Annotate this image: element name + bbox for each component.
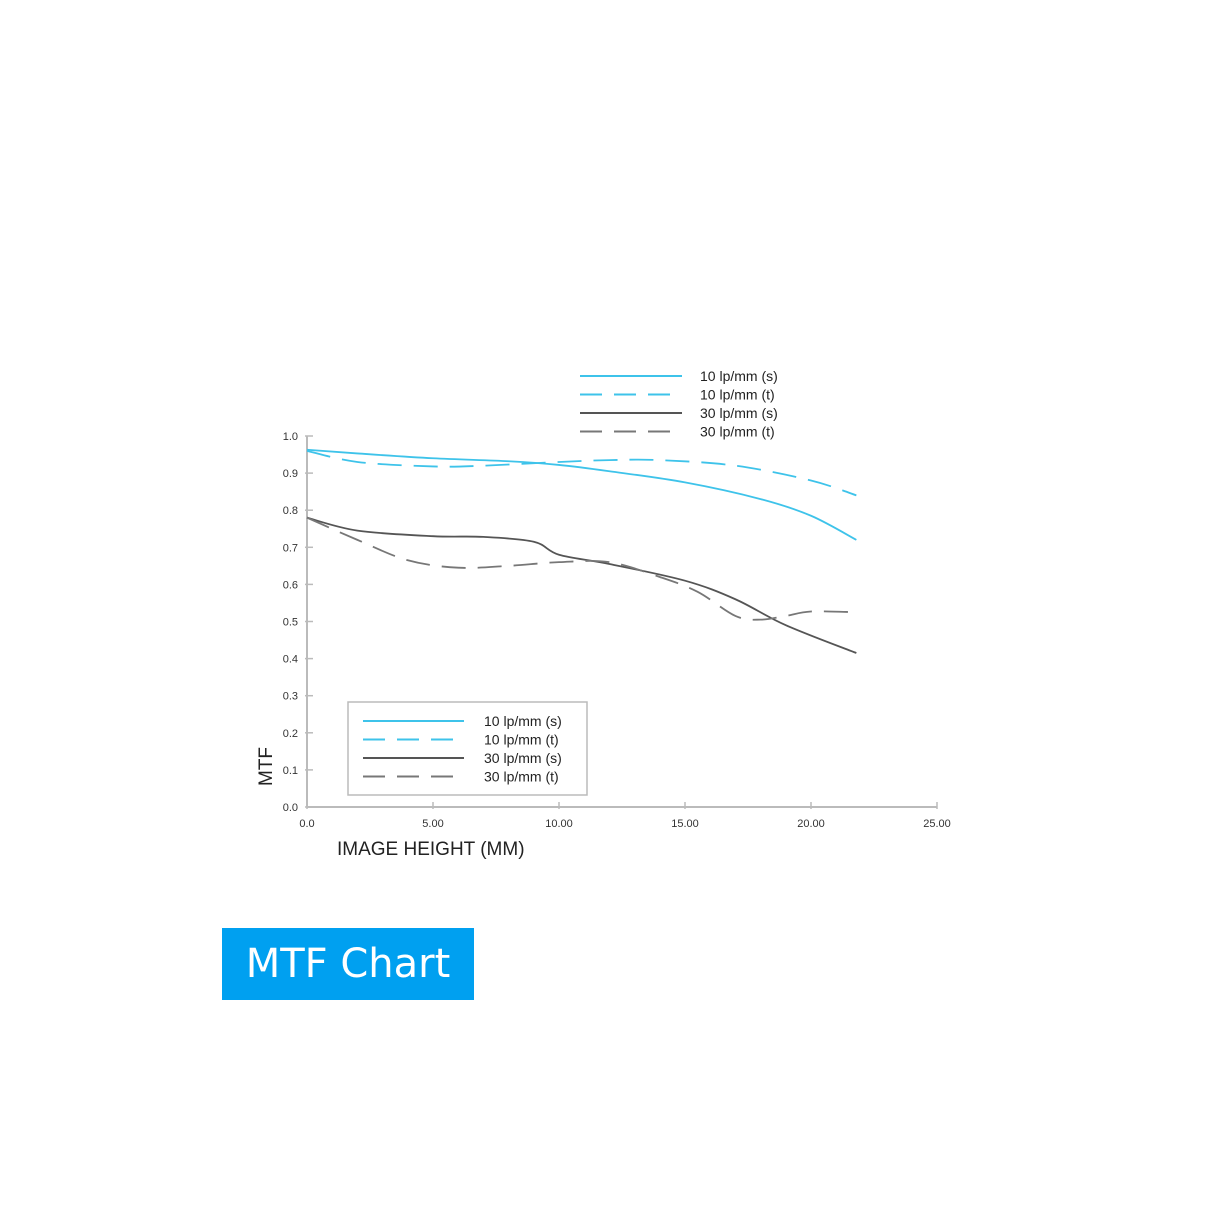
series-line-2: [306, 516, 857, 654]
x-tick-label: 15.00: [671, 818, 699, 830]
y-tick-label: 0.7: [283, 542, 298, 554]
y-tick-label: 0.8: [283, 505, 298, 517]
legend-top-label: 10 lp/mm (t): [700, 387, 775, 403]
chart-caption-label: MTF Chart: [222, 928, 474, 1000]
y-tick-label: 1.0: [283, 431, 298, 443]
y-tick-label: 0.4: [283, 654, 298, 666]
y-tick-label: 0.5: [283, 617, 298, 629]
legend-bottom-box: [347, 701, 588, 796]
y-tick-label: 0.3: [283, 691, 298, 703]
x-tick-label: 5.00: [422, 818, 443, 830]
x-tick-label: 10.00: [545, 818, 573, 830]
x-axis-label: IMAGE HEIGHT (MM): [337, 839, 525, 860]
mtf-chart: 0.0 5.00 10.00 15.00 20.00 25.00 0.0 0.1 0.2 0.3 0…: [256, 368, 951, 860]
y-tick-label: 0.0: [283, 802, 298, 814]
series-line-1: [306, 449, 857, 497]
y-axis-label: MTF: [256, 747, 277, 786]
y-tick-label: 0.6: [283, 579, 298, 591]
y-tick-label: 0.9: [283, 468, 298, 480]
legend-top-label: 30 lp/mm (t): [700, 424, 775, 440]
series-line-0: [306, 448, 857, 541]
series-line-3: [306, 516, 857, 621]
legend-bottom-label: 10 lp/mm (t): [484, 732, 559, 748]
legend-bottom-label: 30 lp/mm (s): [484, 750, 562, 766]
x-tick-label: 20.00: [797, 818, 825, 830]
legend-bottom-label: 10 lp/mm (s): [484, 713, 562, 729]
legend-top-label: 30 lp/mm (s): [700, 405, 778, 421]
x-tick-label: 0.0: [299, 818, 314, 830]
y-tick-label: 0.2: [283, 728, 298, 740]
legend-top-label: 10 lp/mm (s): [700, 368, 778, 384]
legend-bottom-label: 30 lp/mm (t): [484, 769, 559, 785]
y-tick-label: 0.1: [283, 765, 298, 777]
x-tick-label: 25.00: [923, 818, 951, 830]
